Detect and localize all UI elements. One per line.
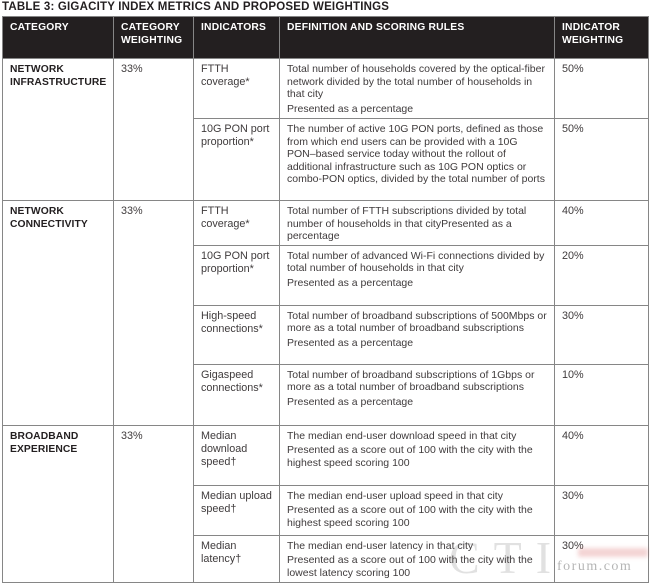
- definition-cell: Total number of broadband subscriptions …: [279, 304, 555, 365]
- header-row: CATEGORY CATEGORY WEIGHTING INDICATORS D…: [2, 16, 649, 59]
- scoring-rule-text: Presented as a percentage: [287, 395, 414, 408]
- definition-cell: The median end-user upload speed in that…: [279, 484, 555, 536]
- indicator-cell: High-speed connections*: [193, 304, 280, 365]
- table-title: TABLE 3: GIGACITY INDEX METRICS AND PROP…: [2, 1, 390, 13]
- table-row: Median latency† The median end-user late…: [3, 534, 649, 583]
- indicator-cell: Median upload speed†: [193, 484, 280, 536]
- scoring-rule-text: Presented as a percentage: [287, 102, 414, 115]
- category-weighting-cell: 33%: [113, 424, 194, 583]
- indicator-weighting-cell: 30%: [554, 484, 649, 536]
- col-header-category-weighting: CATEGORY WEIGHTING: [113, 16, 194, 59]
- col-header-indicator-weighting: INDICATOR WEIGHTING: [554, 16, 649, 59]
- definition-cell: Total number of FTTH subscriptions divid…: [279, 200, 555, 246]
- definition-text: The median end-user upload speed in that…: [287, 489, 503, 502]
- indicator-weighting-cell: 10%: [554, 363, 649, 426]
- col-header-category: CATEGORY: [2, 16, 114, 59]
- definition-cell: Total number of households covered by th…: [279, 58, 555, 119]
- col-header-indicators: INDICATORS: [193, 16, 280, 59]
- definition-text: The median end-user latency in that city: [287, 539, 474, 552]
- indicator-weighting-cell: 50%: [554, 118, 649, 201]
- definition-text: The median end-user download speed in th…: [287, 429, 517, 442]
- table-row: Gigaspeed connections* Total number of b…: [3, 363, 649, 426]
- definition-text: Total number of advanced Wi-Fi connectio…: [287, 249, 545, 275]
- category-cell: BROADBAND EXPERIENCE: [2, 424, 114, 583]
- col-header-definition: DEFINITION AND SCORING RULES: [279, 16, 555, 59]
- indicator-weighting-cell: 50%: [554, 58, 649, 119]
- table-row: 10G PON port proportion* Total number of…: [3, 244, 649, 306]
- gigacity-index-table: CATEGORY CATEGORY WEIGHTING INDICATORS D…: [2, 16, 649, 583]
- scoring-rule-text: Presented as a score out of 100 with the…: [287, 504, 533, 529]
- category-cell: NETWORK CONNECTIVITY: [2, 200, 114, 426]
- definition-text: The number of active 10G PON ports, defi…: [287, 123, 545, 186]
- indicator-cell: Median download speed†: [193, 424, 280, 486]
- scoring-rule-text: Presented as a score out of 100 with the…: [287, 554, 533, 579]
- indicator-weighting-cell: 30%: [554, 534, 649, 583]
- indicator-cell: Gigaspeed connections*: [193, 363, 280, 426]
- definition-cell: The median end-user download speed in th…: [279, 424, 555, 486]
- indicator-cell: FTTH coverage*: [193, 58, 280, 119]
- table-row: 10G PON port proportion* The number of a…: [3, 118, 649, 201]
- table-row: BROADBAND EXPERIENCE 33% Median download…: [2, 424, 649, 583]
- definition-text: Total number of broadband subscriptions …: [287, 368, 535, 394]
- indicator-cell: 10G PON port proportion*: [193, 244, 280, 306]
- category-weighting-cell: 33%: [113, 200, 194, 426]
- indicator-weighting-cell: 40%: [554, 424, 649, 486]
- definition-cell: Total number of advanced Wi-Fi connectio…: [279, 244, 555, 306]
- category-weighting-cell: 33%: [113, 58, 194, 201]
- indicator-cell: FTTH coverage*: [193, 200, 280, 246]
- definition-text: Total number of FTTH subscriptions divid…: [287, 205, 527, 243]
- indicator-weighting-cell: 40%: [554, 200, 649, 246]
- scoring-rule-text: Presented as a percentage: [287, 336, 414, 349]
- table-row: NETWORK CONNECTIVITY 33% FTTH coverage* …: [2, 200, 649, 426]
- table-row: High-speed connections* Total number of …: [3, 304, 649, 365]
- category-cell: NETWORK INFRASTRUCTURE: [2, 58, 114, 201]
- definition-cell: The median end-user latency in that city…: [279, 534, 555, 583]
- indicator-weighting-cell: 20%: [554, 244, 649, 306]
- indicator-weighting-cell: 30%: [554, 304, 649, 365]
- scoring-rule-text: Presented as a score out of 100 with the…: [287, 444, 533, 469]
- indicator-cell: 10G PON port proportion*: [193, 118, 280, 201]
- definition-text: Total number of broadband subscriptions …: [287, 309, 547, 335]
- definition-cell: The number of active 10G PON ports, defi…: [279, 118, 555, 201]
- indicator-cell: Median latency†: [193, 534, 280, 583]
- definition-text: Total number of households covered by th…: [287, 63, 545, 101]
- scoring-rule-text: Presented as a percentage: [287, 276, 414, 289]
- table-row: Median upload speed† The median end-user…: [3, 484, 649, 536]
- definition-cell: Total number of broadband subscriptions …: [279, 363, 555, 426]
- table-row: NETWORK INFRASTRUCTURE 33% FTTH coverage…: [2, 58, 649, 201]
